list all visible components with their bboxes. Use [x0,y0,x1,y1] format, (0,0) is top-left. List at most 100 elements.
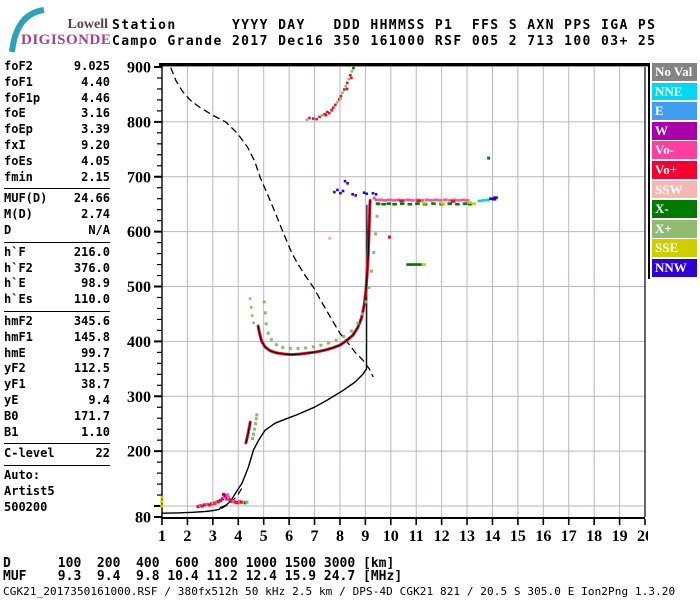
param-label: foEp [4,122,33,137]
param-value: 2.74 [81,207,110,222]
param-value: N/A [88,222,110,237]
logo-digisonde-text: DIGISONDE [21,32,112,48]
param-row: yF2 112.5 [4,361,110,377]
series-second-hop [305,66,355,121]
param-separator [4,465,110,467]
y-axis-label: 600 [127,224,151,241]
series-spread-f-line [374,196,498,206]
param-value: 24.66 [73,191,110,206]
x-axis-label: 1 [158,528,166,545]
param-label: yE [4,392,19,407]
legend-item-no-val: No Val [652,63,697,81]
param-value: 376.0 [73,260,110,275]
param-label: Auto: [4,468,41,483]
param-label: fxI [4,137,26,152]
series-f1-x-specks [248,297,255,324]
param-label: h`F2 [4,260,33,275]
header-column-titles: Station YYYY DAY DDD HHMMSS P1 FFS S AXN… [112,18,657,33]
param-value: 171.7 [73,408,110,423]
x-axis-label: 6 [285,528,293,545]
param-row: MUF(D) 24.66 [4,191,110,207]
param-value: 4.05 [81,153,110,168]
x-axis-label: 10 [383,528,399,545]
series-f1-cusp-x [250,413,259,441]
param-label: B0 [4,408,19,423]
param-label: hmF2 [4,313,33,328]
y-axis-label: 400 [127,334,151,351]
param-row: h`Es 110.0 [4,292,110,308]
y-axis-label: 700 [127,169,151,186]
param-row: fmin 2.15 [4,170,110,186]
legend-item-nne: NNE [652,82,697,101]
param-row: hmF2 345.6 [4,314,110,330]
header-values: Campo Grande 2017 Dec16 350 161000 RSF 0… [112,34,657,49]
param-row: C-level 22 [4,446,110,462]
param-value: 98.9 [81,276,110,291]
param-value: 4.40 [81,74,110,89]
legend-item-ssw: SSW [652,180,697,199]
legend-item-x-: X- [652,200,697,218]
param-label: M(D) [4,207,33,222]
distance-row: D 100 200 400 600 800 1000 1500 3000 [km… [3,556,395,571]
x-axis-label: 8 [336,528,344,545]
param-label: B1 [4,424,19,439]
x-axis-label: 20 [637,528,648,545]
param-row: h`F2 376.0 [4,261,110,277]
param-value: 2.15 [81,169,110,184]
x-axis-label: 11 [409,528,424,545]
param-label: C-level [4,446,55,461]
series-blue-specks [333,179,378,197]
plot-grid [162,67,646,517]
y-axis-label: 800 [127,114,151,131]
y-axis-label: 200 [127,444,151,461]
param-row: foF1 4.40 [4,75,110,91]
param-row: hmE 99.7 [4,346,110,362]
y-axis-label: 900 [127,60,151,77]
param-label: hmF1 [4,329,33,344]
param-label: yF2 [4,361,26,376]
param-value: 3.16 [81,106,110,121]
param-label: fmin [4,169,33,184]
series-f2-trace-o [256,198,372,357]
param-row: B0 171.7 [4,409,110,425]
param-value: 112.5 [73,361,110,376]
param-row: hmF1 145.8 [4,330,110,346]
param-row: Artist5 [4,484,110,500]
digisonde-logo: Lowell DIGISONDE [6,6,136,56]
status-line: CGK21_2017350161000.RSF / 380fx512h 50 k… [3,585,676,598]
param-row: yE 9.4 [4,393,110,409]
x-axis-label: 17 [561,528,577,545]
x-axis-label: 13 [459,528,475,545]
param-value: 345.6 [73,313,110,328]
legend-item-sse: SSE [652,239,697,258]
param-label: h`Es [4,292,33,307]
station-header: Station YYYY DAY DDD HHMMSS P1 FFS S AXN… [112,18,656,50]
param-value: 9.025 [73,59,110,73]
legend-item-e: E [652,102,697,120]
param-label: foEs [4,153,33,168]
param-value: 4.46 [81,90,110,105]
param-label: foF1 [4,74,33,89]
param-separator [4,310,110,312]
series-es-trace [196,492,249,509]
param-row: 500200 [4,500,110,516]
x-axis-label: 19 [612,528,628,545]
param-label: foF2 [4,59,33,73]
param-row: yF1 38.7 [4,377,110,393]
param-row: foE 3.16 [4,106,110,122]
y-axis-label: 500 [127,279,151,296]
param-row: fxI 9.20 [4,138,110,154]
param-row: D N/A [4,223,110,239]
series-f2-trace-x [262,202,380,351]
param-separator [4,188,110,190]
param-row: M(D) 2.74 [4,207,110,223]
param-row: h`E 98.9 [4,276,110,292]
y-axis-label: 300 [127,389,151,406]
param-label: D [4,222,12,237]
param-row: h`F 216.0 [4,245,110,261]
x-axis-label: 18 [586,528,602,545]
x-axis-label: 15 [510,528,526,545]
param-label: foF1p [4,90,41,105]
param-row: Auto: [4,468,110,484]
